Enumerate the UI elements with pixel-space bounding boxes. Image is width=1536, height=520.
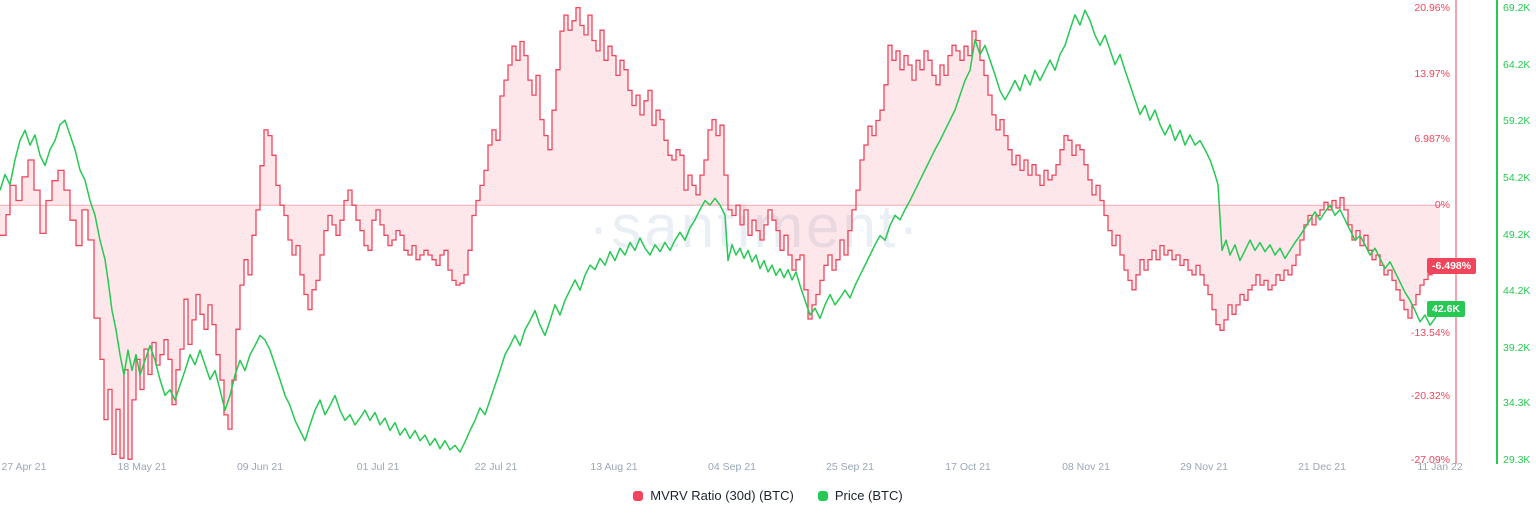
price-axis-tick-label: 54.2K [1503, 171, 1531, 184]
price-axis-tick-label: 44.2K [1503, 285, 1531, 298]
mvrv-axis-tick-label: 20.96% [1414, 2, 1450, 14]
price-line [0, 9, 1441, 453]
chart-canvas[interactable] [0, 0, 1536, 470]
x-axis-date-label: 25 Sep 21 [826, 461, 874, 473]
price-axis-tick-label: 64.2K [1503, 58, 1531, 71]
x-axis-date-label: 11 Jan 22 [1417, 461, 1463, 473]
x-axis-date-label: 29 Nov 21 [1180, 461, 1228, 473]
mvrv-legend-swatch-icon [633, 490, 644, 501]
x-axis-date-label: 22 Jul 21 [474, 461, 518, 473]
price-axis-tick-label: 39.2K [1503, 341, 1531, 354]
x-axis-date-label: 18 May 21 [117, 461, 167, 473]
price-axis-tick-label: 29.3K [1503, 454, 1531, 466]
mvrv-axis-tick-label: -27.09% [1410, 454, 1450, 466]
x-axis-date-label: 27 Apr 21 [1, 461, 47, 473]
mvrv-axis-tick-label: -20.32% [1410, 390, 1450, 403]
x-axis-date-label: 08 Nov 21 [1062, 461, 1110, 473]
x-axis-date-label: 04 Sep 21 [708, 461, 756, 473]
x-axis-date-label: 09 Jun 21 [236, 461, 284, 473]
price-axis-tick-label: 69.2K [1503, 2, 1531, 14]
price-current-value-badge: 42.6K [1427, 301, 1466, 318]
legend-item-mvrv[interactable]: MVRV Ratio (30d) (BTC) [633, 488, 794, 503]
x-axis-date-label: 13 Aug 21 [590, 461, 638, 473]
price-legend-label: Price (BTC) [834, 488, 903, 503]
price-axis-tick-label: 59.2K [1503, 115, 1531, 128]
legend-item-price[interactable]: Price (BTC) [817, 488, 903, 503]
mvrv-axis-tick-label: 6.987% [1414, 133, 1450, 146]
mvrv-area-fill [0, 7, 1440, 460]
mvrv-axis-tick-label: 13.97% [1414, 67, 1450, 80]
mvrv-legend-label: MVRV Ratio (30d) (BTC) [650, 488, 794, 503]
chart-legend: MVRV Ratio (30d) (BTC) Price (BTC) [0, 488, 1536, 503]
mvrv-axis-tick-label: 0% [1434, 199, 1450, 212]
x-axis-date-label: 21 Dec 21 [1298, 461, 1346, 473]
mvrv-current-value-badge: -6.498% [1427, 258, 1477, 275]
x-axis-date-label: 01 Jul 21 [356, 461, 400, 473]
price-axis-tick-label: 34.3K [1503, 397, 1531, 410]
mvrv-step-line [0, 6, 1441, 460]
x-axis-date-label: 17 Oct 21 [945, 461, 991, 473]
price-legend-swatch-icon [817, 490, 828, 501]
santiment-watermark: ·santiment· [588, 193, 922, 260]
price-axis-tick-label: 49.2K [1503, 228, 1531, 241]
mvrv-axis-tick-label: -13.54% [1410, 326, 1450, 339]
